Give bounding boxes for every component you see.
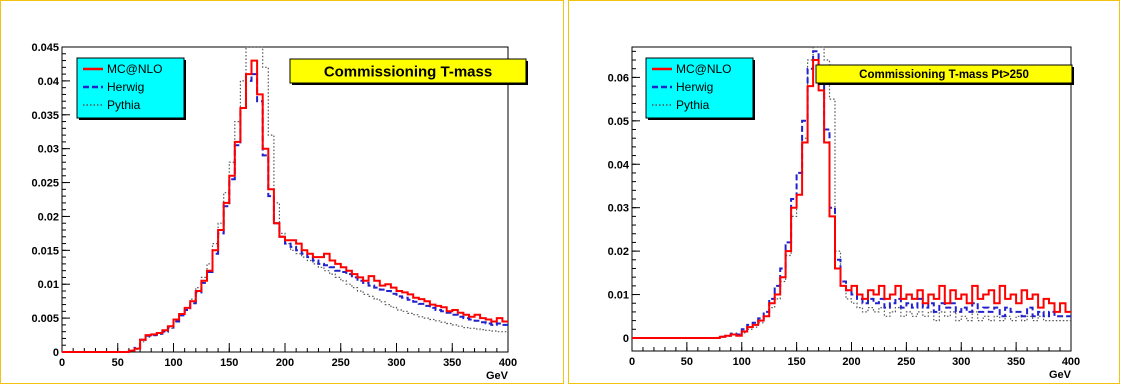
x-tick-label: 100 [733, 356, 751, 368]
y-tick-label: 0.045 [31, 42, 59, 54]
y-tick-label: 0.03 [38, 144, 59, 156]
series-mc-nlo-line [62, 59, 508, 353]
x-tick-label: 150 [220, 357, 238, 369]
x-tick-label: 50 [112, 357, 124, 369]
y-tick-label: 0.02 [608, 246, 629, 258]
chart-title: Commissioning T-mass Pt>250 [859, 69, 1029, 81]
y-tick-label: 0.01 [38, 279, 59, 291]
legend-entry: Pythia [107, 98, 141, 112]
x-tick-label: 0 [629, 356, 635, 368]
x-tick-label: 400 [1062, 356, 1080, 368]
y-tick-label: 0.025 [31, 178, 59, 190]
x-tick-label: 200 [276, 357, 294, 369]
legend-entry: Herwig [676, 80, 713, 94]
y-tick-label: 0.005 [31, 313, 59, 325]
y-tick-label: 0.035 [31, 110, 59, 122]
x-tick-label: 350 [1007, 356, 1025, 368]
chart-title: Commissioning T-mass [324, 63, 492, 80]
x-axis-unit: GeV [1049, 369, 1072, 381]
series-pythia-line [62, 46, 508, 353]
x-tick-label: 250 [897, 356, 915, 368]
y-tick-label: 0.04 [608, 159, 630, 171]
y-tick-label: 0 [53, 347, 59, 359]
x-axis-unit: GeV [486, 370, 509, 382]
y-tick-label: 0 [623, 333, 629, 345]
x-tick-label: 250 [332, 357, 350, 369]
series-herwig-line [632, 50, 1071, 339]
x-tick-label: 400 [499, 357, 517, 369]
legend-entry: MC@NLO [676, 62, 732, 76]
legend-entry: MC@NLO [107, 62, 163, 76]
x-tick-label: 100 [164, 357, 182, 369]
y-tick-label: 0.04 [38, 76, 60, 88]
x-tick-label: 50 [681, 356, 693, 368]
x-tick-label: 0 [59, 357, 65, 369]
legend-entry: Herwig [107, 80, 144, 94]
x-tick-label: 300 [952, 356, 970, 368]
y-tick-label: 0.06 [608, 72, 629, 84]
y-tick-label: 0.015 [31, 245, 59, 257]
y-tick-label: 0.03 [608, 203, 629, 215]
y-tick-label: 0.05 [608, 116, 629, 128]
x-tick-label: 200 [842, 356, 860, 368]
series-mc-nlo-line [632, 59, 1071, 339]
y-tick-label: 0.01 [608, 290, 629, 302]
title-box [815, 64, 1073, 84]
y-tick-label: 0.02 [38, 211, 59, 223]
t-mass-histogram: 0 0.005 0.01 0.015 0.02 0.025 0.03 0.035 0.04 0.0… [31, 42, 528, 382]
title-box [289, 58, 527, 84]
x-tick-label: 150 [787, 356, 805, 368]
legend-entry: Pythia [676, 98, 710, 112]
x-tick-label: 350 [443, 357, 461, 369]
x-tick-label: 300 [387, 357, 405, 369]
